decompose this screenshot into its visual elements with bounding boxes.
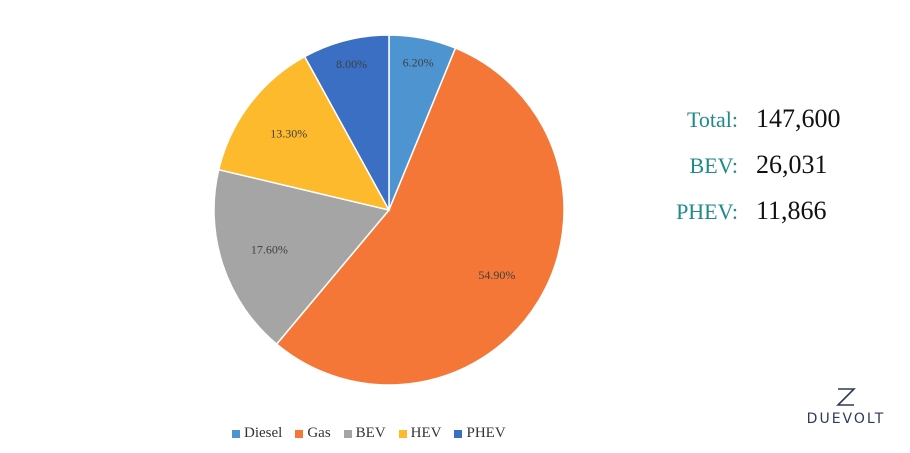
- pie-slice-phev: [303, 34, 390, 211]
- legend-swatch-gas: [295, 429, 304, 438]
- data-label-bev: 17.60%: [251, 243, 288, 257]
- pie-slice-bev: [213, 168, 391, 346]
- legend-swatch-hev: [398, 429, 407, 438]
- duevolt-logo: DUEVOLT: [798, 387, 894, 427]
- stat-bev-value: 26,031: [756, 150, 828, 179]
- stat-phev-value: 11,866: [756, 196, 827, 225]
- legend-item-gas: Gas: [295, 425, 331, 442]
- pie-chart: 6.20% 54.90% 17.60% 13.30% 8.00%: [213, 34, 565, 386]
- legend-label-phev: PHEV: [466, 425, 506, 441]
- stat-total-label: Total:: [686, 107, 738, 132]
- stat-phev-label: PHEV:: [676, 199, 738, 224]
- stat-phev: PHEV: 11,866: [650, 196, 841, 242]
- legend-item-bev: BEV: [343, 425, 386, 442]
- legend-label-gas: Gas: [307, 425, 331, 441]
- legend-swatch-diesel: [232, 429, 240, 438]
- legend-label-hev: HEV: [410, 425, 442, 441]
- legend-swatch-phev: [454, 429, 463, 438]
- duevolt-logo-icon: [836, 388, 856, 406]
- stat-bev-label: BEV:: [689, 153, 738, 178]
- legend-item-phev: PHEV: [454, 425, 506, 442]
- legend-item-diesel: Diesel: [232, 425, 282, 442]
- legend-label-diesel: Diesel: [244, 425, 283, 441]
- pie-slice-hev: [217, 55, 391, 212]
- data-label-phev: 8.00%: [336, 57, 367, 71]
- data-label-gas: 54.90%: [478, 268, 515, 282]
- data-label-diesel: 6.20%: [403, 55, 434, 69]
- chart-legend: Diesel Gas BEV HEV PHEV: [232, 425, 506, 442]
- pie-slice-gas: [275, 47, 565, 386]
- stat-bev: BEV: 26,031: [650, 150, 841, 196]
- stat-total-value: 147,600: [756, 104, 841, 133]
- logo-text: DUEVOLT: [806, 411, 886, 427]
- legend-swatch-bev: [343, 429, 352, 438]
- legend-label-bev: BEV: [355, 425, 386, 441]
- stats-panel: Total: 147,600 BEV: 26,031 PHEV: 11,866: [650, 104, 841, 242]
- data-label-hev: 13.30%: [270, 127, 307, 141]
- stat-total: Total: 147,600: [650, 104, 841, 150]
- legend-item-hev: HEV: [398, 425, 442, 442]
